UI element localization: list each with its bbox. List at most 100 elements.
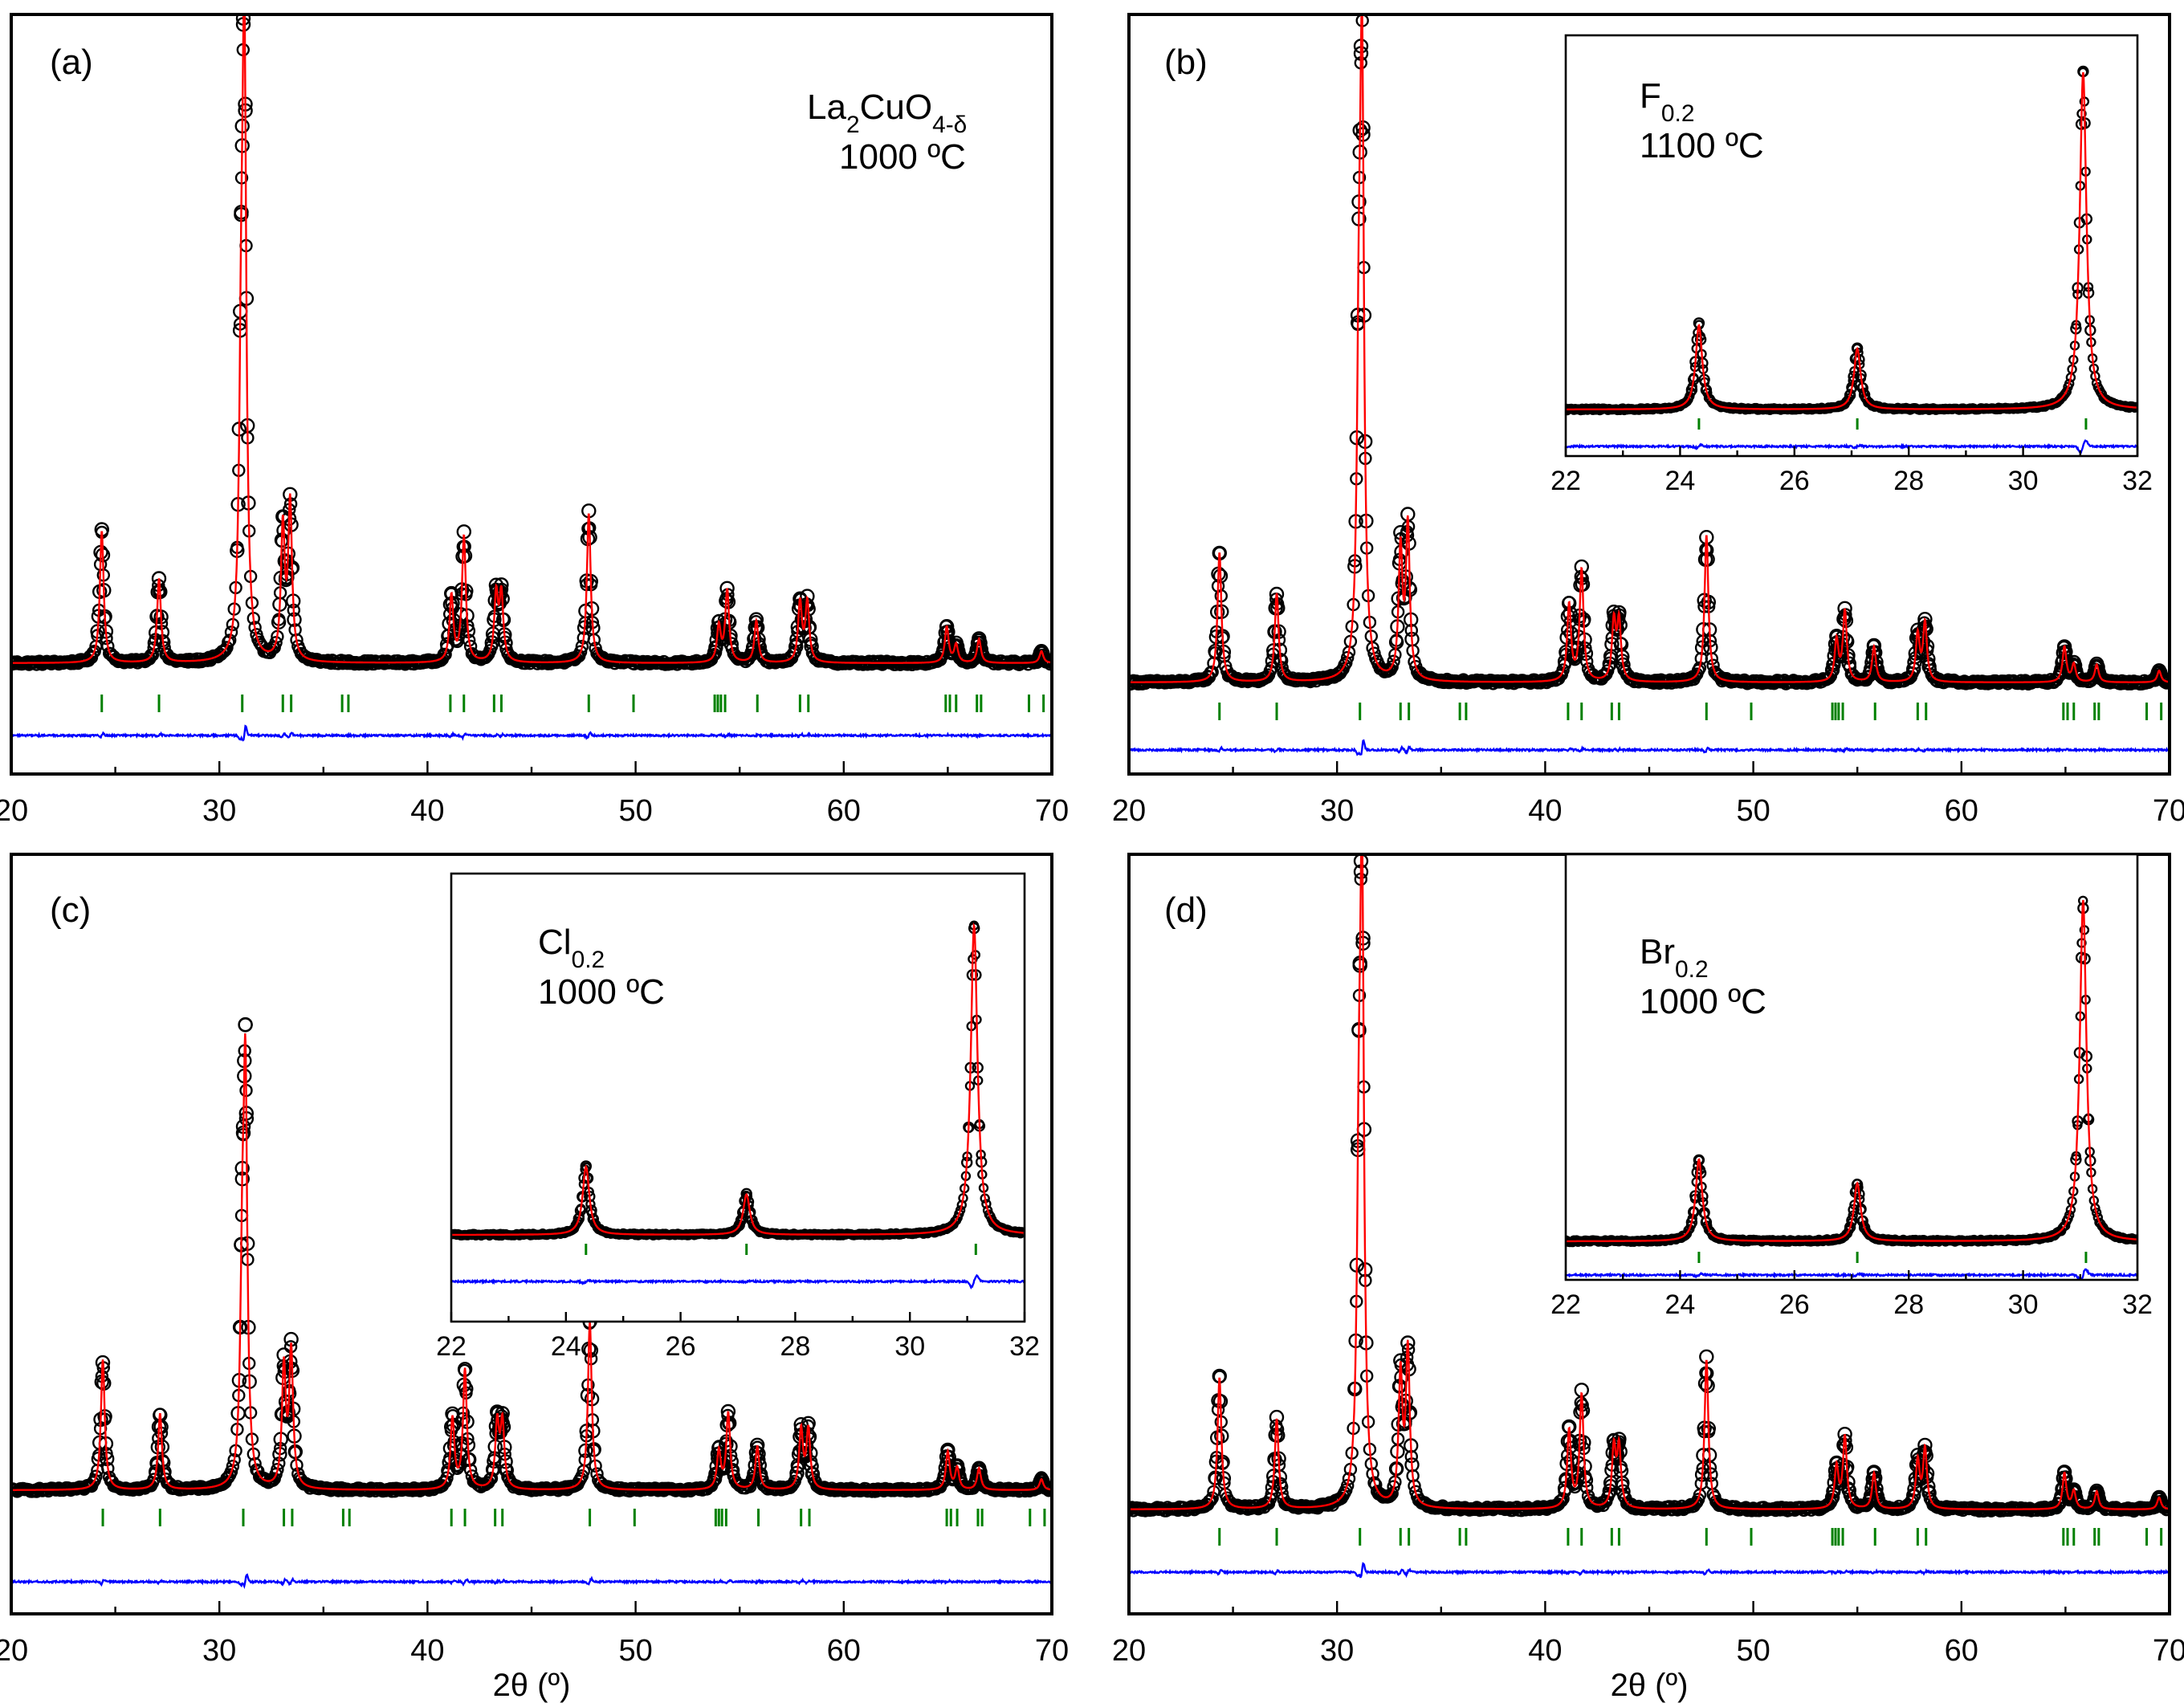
- panel-c-inset-observed-point: [735, 1214, 748, 1227]
- panel-b-inset-x-tick-label: 30: [2008, 466, 2039, 496]
- panel-b-x-tick-label: 60: [1945, 794, 1978, 828]
- panel-d-x-tick-label: 60: [1945, 1634, 1978, 1668]
- panel-c-observed-point: [238, 1017, 253, 1033]
- panel-a-observed-point: [224, 625, 238, 639]
- panel-b-bragg-ticks: [1218, 703, 2163, 720]
- panel-c-x-axis-title: 2θ (º): [493, 1668, 571, 1703]
- panel-b-plot-area: [1129, 0, 2170, 756]
- panel-a-bragg-ticks: [100, 695, 1045, 712]
- panel-d-x-tick-label: 50: [1736, 1634, 1770, 1668]
- panel-b-observed-point: [1340, 650, 1355, 665]
- panel-b-observed-point: [1824, 662, 1840, 678]
- panel-d-observed-point: [2070, 1496, 2086, 1512]
- panel-d-observed-point: [2093, 1497, 2109, 1513]
- panel-d-observed-point: [1383, 1489, 1398, 1502]
- panel-a-observed-point: [220, 641, 234, 654]
- panel-c-inset-observed-point: [955, 1205, 966, 1216]
- panel-a-observed-point: [939, 619, 955, 634]
- panel-a-observed-point: [752, 645, 768, 661]
- panel-d-bragg-ticks: [1218, 1528, 2163, 1546]
- panel-c-inset-observed-point: [748, 1219, 760, 1231]
- panel-d-calculated-line: [1129, 854, 2170, 1510]
- panel-d-x-axis: 20 30 40 50 60 70: [1112, 1601, 2184, 1668]
- panel-d-observed-point: [1866, 1465, 1882, 1480]
- panel-c-inset-temperature: 1000 ºC: [538, 972, 665, 1012]
- panel-b-observed-point: [2070, 670, 2086, 685]
- panel-b-inset-observed-point: [1858, 389, 1871, 401]
- panel-c-inset-bragg-ticks: [585, 1244, 977, 1255]
- panel-c-label: (c): [50, 890, 91, 930]
- panel-b-observed-point: [2090, 659, 2105, 675]
- panel-d-observed-point: [1870, 1492, 1886, 1508]
- panel-b-observed-point: [2056, 639, 2072, 654]
- panel-d-observed-point: [1556, 1492, 1570, 1505]
- panel-b-inset-x-tick-label: 22: [1550, 466, 1581, 496]
- panel-c-x-tick-label: 20: [0, 1634, 28, 1668]
- panel-a-observed-point: [86, 646, 100, 660]
- panel-d-x-axis-title: 2θ (º): [1611, 1668, 1689, 1703]
- panel-a-observed-point: [976, 650, 991, 665]
- panel-a-calculated-line: [11, 14, 1052, 664]
- panel-c-observed-point: [789, 1465, 805, 1481]
- panel-d-inset-background: [1566, 854, 2137, 1280]
- panel-c-inset-plot-area: [451, 920, 1025, 1290]
- panel-a-observed-point: [706, 649, 720, 662]
- panel-d-difference-line: [1129, 1562, 2170, 1579]
- panel-c-inset-x-tick-label: 32: [1009, 1331, 1040, 1362]
- panel-c-inset-x-tick-label: 26: [666, 1331, 696, 1362]
- panel-d-plot-area: [1129, 812, 2170, 1579]
- panel-b-observed-point: [1205, 665, 1219, 679]
- panel-c-observed-point: [951, 1462, 966, 1477]
- panel-b-observed-point: [2093, 670, 2109, 686]
- panel-c-inset-sample-formula: Cl0.2: [538, 923, 605, 973]
- panel-c-inset-observed-point: [580, 1160, 592, 1172]
- panel-c-inset-x-tick-label: 24: [551, 1331, 581, 1362]
- panel-a-x-axis: 20 30 40 50 60 70: [0, 761, 1069, 828]
- panel-c-calculated-line: [11, 1033, 1052, 1491]
- panel-a-temperature: 1000 ºC: [839, 137, 966, 177]
- panel-c-x-tick-label: 40: [410, 1634, 444, 1668]
- panel-a-observed-point: [1038, 653, 1052, 668]
- panel-d-observed-point: [1367, 1476, 1381, 1489]
- panel-b-calculated-line: [1129, 14, 2170, 683]
- panel-b-inset-x-tick-label: 28: [1893, 466, 1924, 496]
- panel-a-x-tick-label: 70: [1035, 794, 1069, 828]
- panel-c-inset-calculated-line: [451, 922, 1025, 1236]
- panel-d-label: (d): [1164, 890, 1208, 930]
- panel-b-x-tick-label: 40: [1528, 794, 1562, 828]
- panel-b-inset-plot-area: [1566, 65, 2137, 454]
- panel-b-x-axis: 20 30 40 50 60 70: [1112, 761, 2184, 828]
- panel-d-observed-point: [1357, 833, 1368, 844]
- panel-b-x-tick-label: 20: [1112, 794, 1146, 828]
- panel-c-x-tick-label: 70: [1035, 1634, 1069, 1668]
- panel-b-observed-series: [1129, 0, 2170, 691]
- panel-b-inset-sample-formula: F0.2: [1640, 76, 1694, 127]
- panel-a-x-tick-label: 60: [827, 794, 861, 828]
- panel-b-inset-temperature: 1100 ºC: [1640, 126, 1764, 165]
- panel-c-observed-point: [440, 1471, 454, 1485]
- panel-b-observed-point: [1866, 638, 1882, 654]
- panel-a-observed-point: [972, 635, 988, 651]
- panel-b-inset-observed-point: [1851, 342, 1864, 354]
- panel-d-observed-point: [2156, 1499, 2170, 1514]
- panel-b-observed-point: [1355, 0, 1368, 5]
- panel-d-x-tick-label: 20: [1112, 1634, 1146, 1668]
- panel-a-observed-point: [952, 650, 968, 666]
- panel-c-observed-point: [1038, 1480, 1052, 1495]
- panel-b-x-tick-label: 50: [1736, 794, 1770, 828]
- panel-d-observed-point: [1905, 1488, 1921, 1503]
- panel-d-x-tick-label: 40: [1528, 1634, 1562, 1668]
- panel-b-x-tick-label: 30: [1320, 794, 1354, 828]
- panel-d: 20 30 40 50 60 70(d)2θ (º)22 24 26 28 30 32Br0.210…: [1112, 812, 2184, 1703]
- panel-a-x-tick-label: 30: [202, 794, 236, 828]
- panel-d-observed-point: [1355, 812, 1368, 825]
- panel-b-inset-observed-point: [1844, 389, 1856, 401]
- panel-c-observed-point: [224, 1465, 238, 1479]
- panel-b-observed-point: [1387, 654, 1400, 668]
- panel-c-inset-x-tick-label: 28: [780, 1331, 810, 1362]
